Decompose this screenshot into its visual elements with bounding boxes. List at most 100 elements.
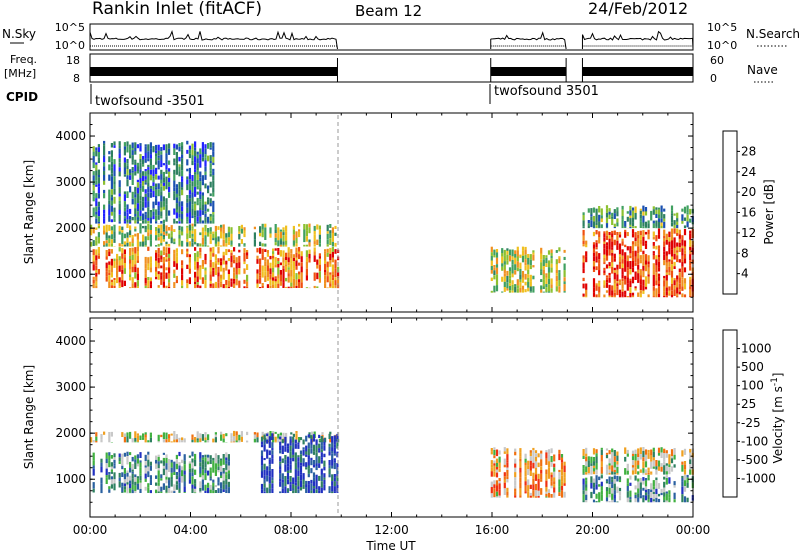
echo-cell-4 [529,456,532,461]
echo-cell-1 [175,484,178,490]
echo-cell-5 [624,229,627,232]
echo-cell-2 [264,243,267,247]
nsky-trace-segment-1 [89,30,338,50]
echo-cell-1 [287,257,290,263]
echo-cell-1 [178,472,181,478]
echo-cell-1 [243,261,246,265]
echo-cell-2 [175,439,178,442]
echo-cell-3 [310,479,313,484]
echo-cell-3 [209,170,212,174]
echo-cell-3 [188,218,191,224]
echo-cell-1 [144,268,147,274]
echo-cell-3 [126,209,129,213]
echo-cell-2 [225,237,228,244]
echo-cell-3 [149,148,152,155]
echo-cell-3 [328,433,331,439]
echo-cell-3 [331,481,334,486]
echo-cell-6 [608,208,611,212]
echo-cell-6 [652,209,655,215]
echo-cell-1 [183,486,186,493]
echo-cell-5 [585,256,588,263]
echo-cell-1 [126,462,129,465]
power-echo-field [90,140,694,298]
echo-cell-1 [261,254,264,260]
echo-cell-3 [188,212,191,219]
echo-cell-1 [121,459,124,466]
echo-cell-1 [113,459,116,464]
echo-cell-3 [97,206,100,211]
echo-cell-4 [514,491,517,496]
echo-cell-6 [613,450,616,457]
echo-cell-1 [110,249,113,254]
echo-cell-6 [582,465,585,469]
echo-cell-4 [490,266,493,270]
echo-cell-1 [295,279,298,286]
echo-cell-1 [144,263,147,269]
echo-cell-1 [222,471,225,474]
x-tick-label-6: 20:00 [575,523,610,537]
echo-cell-3 [97,157,100,163]
echo-cell-5 [626,271,629,278]
echo-cell-3 [310,468,313,474]
echo-cell-5 [629,250,632,254]
echo-cell-3 [186,198,189,203]
echo-cell-3 [320,481,323,488]
echo-cell-3 [103,162,106,167]
nsky-tick-bottom: 10^0 [55,39,85,52]
echo-cell-1 [199,458,202,463]
echo-cell-5 [681,270,684,278]
echo-cell-5 [637,488,640,494]
echo-cell-5 [585,484,588,488]
echo-cell-3 [131,167,134,171]
echo-cell-1 [220,258,223,262]
echo-cell-5 [642,495,645,498]
echo-cell-1 [295,285,298,288]
echo-cell-1 [160,486,163,492]
echo-cell-3 [299,487,303,491]
echo-cell-1 [134,272,137,279]
echo-cell-1 [139,475,142,481]
echo-cell-4 [490,464,493,467]
echo-cell-3 [201,220,204,224]
echo-cell-5 [631,292,635,296]
echo-cell-4 [495,252,499,258]
echo-cell-4 [550,282,553,285]
echo-cell-3 [97,193,100,199]
echo-cell-2 [225,233,228,238]
echo-cell-4 [511,267,514,274]
echo-cell-3 [286,456,290,464]
echo-cell-4 [550,278,553,282]
echo-cell-5 [613,483,616,491]
echo-cell-1 [131,464,134,470]
echo-cell-4 [519,262,522,269]
echo-cell-2 [139,241,142,247]
echo-cell-3 [336,492,339,493]
echo-cell-4 [540,450,543,454]
echo-cell-2 [139,229,142,234]
echo-cell-3 [199,171,202,178]
echo-cell-3 [294,439,297,444]
echo-cell-1 [108,472,111,475]
echo-cell-1 [266,267,269,271]
echo-cell-6 [631,470,635,475]
echo-cell-6 [655,209,658,214]
echo-cell-1 [279,262,282,266]
echo-cell-1 [92,264,95,271]
echo-cell-5 [657,293,661,298]
echo-cell-4 [547,473,551,479]
echo-cell-4 [493,497,496,498]
echo-cell-5 [603,285,606,288]
echo-cell-1 [222,489,225,492]
echo-cell-2 [326,231,329,234]
echo-cell-3 [97,147,100,152]
echo-cell-3 [307,442,310,449]
echo-cell-5 [652,245,655,249]
echo-cell-2 [318,438,321,441]
echo-cell-2 [149,224,152,231]
echo-cell-3 [173,169,176,175]
echo-cell-6 [668,454,671,460]
echo-cell-3 [199,207,202,211]
echo-cell-4 [558,479,561,487]
echo-cell-3 [113,145,116,148]
echo-cell-5 [613,272,616,280]
